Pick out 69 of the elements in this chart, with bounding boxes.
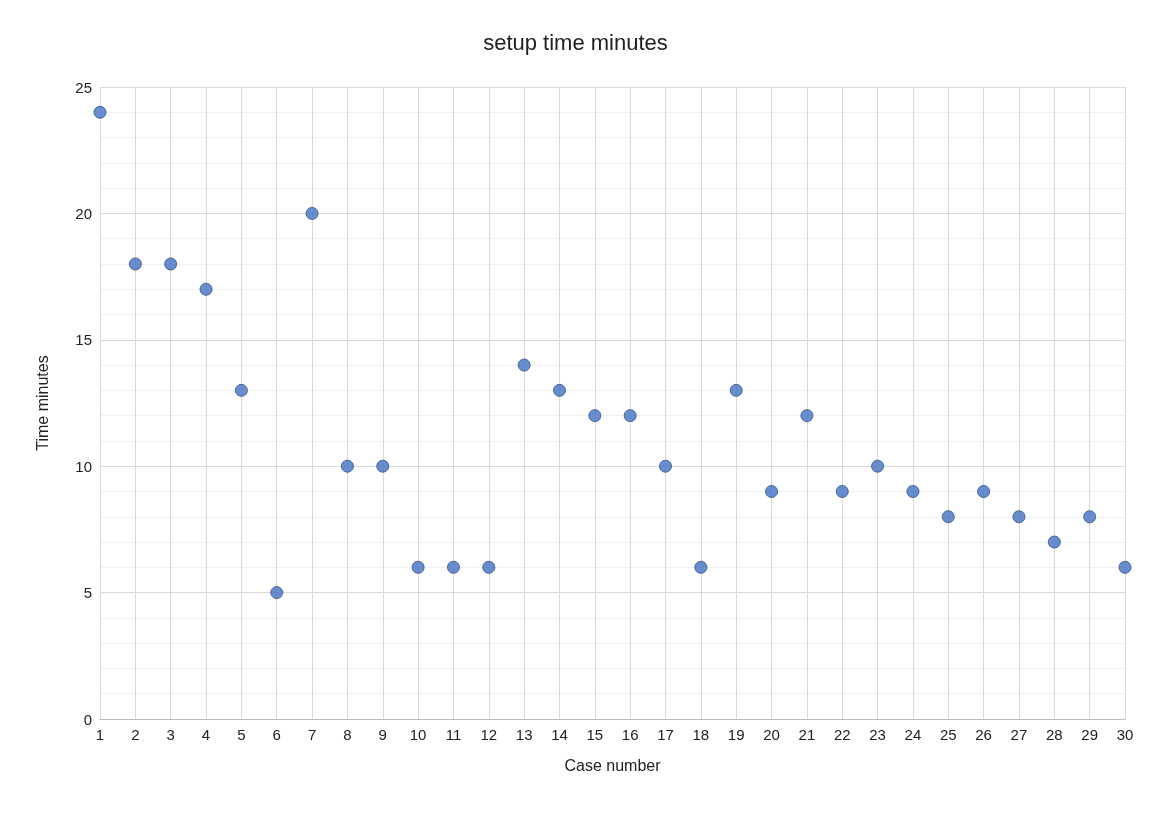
- point: [446, 560, 460, 574]
- x-tick-label: 19: [727, 726, 745, 743]
- x-tick-label: 18: [692, 726, 710, 743]
- chart-title: setup time minutes: [483, 29, 668, 55]
- y-tick-label: 15: [75, 331, 92, 349]
- x-tick-label: 15: [586, 726, 604, 743]
- point: [1083, 510, 1097, 524]
- y-axis-title: Time minutes: [33, 355, 51, 451]
- x-tick-label: 26: [975, 726, 992, 743]
- point: [1047, 535, 1061, 549]
- x-tick-label: 17: [657, 726, 674, 743]
- x-tick-label: 23: [869, 726, 886, 743]
- point: [729, 383, 743, 397]
- point: [553, 383, 566, 397]
- point: [871, 459, 885, 473]
- x-tick-label: 9: [378, 726, 387, 743]
- x-tick-label: 5: [237, 726, 246, 743]
- x-tick-label: 16: [621, 726, 639, 743]
- x-tick-label: 21: [798, 726, 816, 743]
- point: [835, 484, 849, 498]
- y-tick-label: 0: [83, 710, 92, 728]
- point: [800, 409, 814, 423]
- point: [588, 409, 602, 423]
- point: [128, 257, 142, 271]
- y-tick-label: 10: [75, 457, 92, 475]
- y-tick-label: 5: [83, 584, 92, 602]
- point: [906, 484, 920, 498]
- x-tick-label: 10: [409, 726, 427, 743]
- point: [93, 105, 107, 119]
- point: [977, 484, 991, 498]
- point: [482, 560, 496, 574]
- point: [941, 510, 955, 524]
- point: [411, 560, 425, 574]
- point: [1118, 560, 1132, 574]
- x-tick-label: 28: [1045, 726, 1063, 743]
- point: [694, 560, 708, 574]
- point: [1012, 510, 1026, 524]
- point: [199, 282, 213, 296]
- x-axis-title: Case number: [564, 756, 662, 774]
- x-tick-label: 2: [131, 726, 140, 743]
- x-tick-label: 14: [551, 726, 568, 743]
- point: [659, 459, 673, 473]
- point: [517, 358, 531, 372]
- x-tick-label: 24: [904, 726, 922, 743]
- point: [765, 484, 779, 498]
- x-tick-label: 8: [343, 726, 352, 743]
- x-tick-label: 13: [515, 726, 533, 743]
- x-tick-label: 29: [1081, 726, 1098, 743]
- y-tick-label: 25: [75, 78, 92, 96]
- point: [270, 586, 284, 600]
- x-tick-label: 20: [763, 726, 780, 743]
- point: [234, 383, 248, 397]
- x-tick-label: 3: [166, 726, 175, 743]
- point: [376, 459, 390, 473]
- point: [623, 409, 637, 423]
- x-tick-label: 30: [1116, 726, 1134, 743]
- x-tick-label: 7: [307, 726, 317, 743]
- x-tick-label: 25: [939, 726, 957, 743]
- x-tick-label: 6: [272, 726, 281, 743]
- point: [305, 206, 319, 220]
- x-tick-label: 27: [1010, 726, 1028, 743]
- x-tick-label: 1: [95, 726, 105, 743]
- point: [340, 459, 354, 473]
- x-tick-label: 22: [833, 726, 851, 743]
- x-tick-label: 12: [480, 726, 498, 743]
- y-tick-label: 20: [75, 204, 92, 222]
- x-tick-label: 11: [445, 726, 462, 743]
- x-tick-label: 4: [201, 726, 211, 743]
- point: [164, 257, 178, 271]
